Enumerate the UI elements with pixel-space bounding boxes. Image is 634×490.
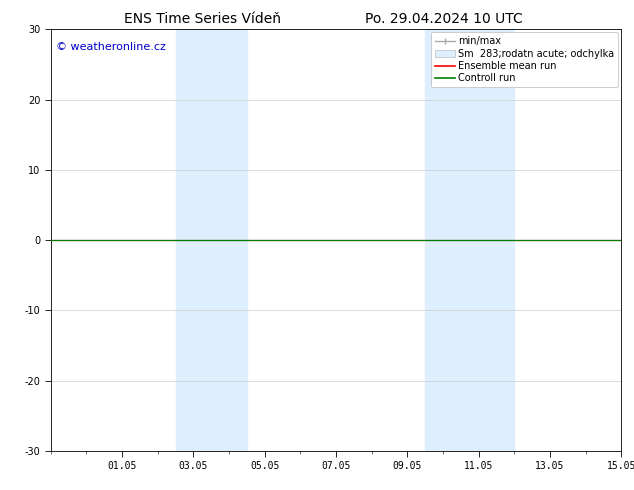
Bar xyxy=(176,29,247,451)
Text: ENS Time Series Vídeň: ENS Time Series Vídeň xyxy=(124,12,281,26)
Legend: min/max, Sm  283;rodatn acute; odchylka, Ensemble mean run, Controll run: min/max, Sm 283;rodatn acute; odchylka, … xyxy=(431,32,618,87)
Text: © weatheronline.cz: © weatheronline.cz xyxy=(56,42,166,52)
Bar xyxy=(425,29,514,451)
Text: Po. 29.04.2024 10 UTC: Po. 29.04.2024 10 UTC xyxy=(365,12,522,26)
